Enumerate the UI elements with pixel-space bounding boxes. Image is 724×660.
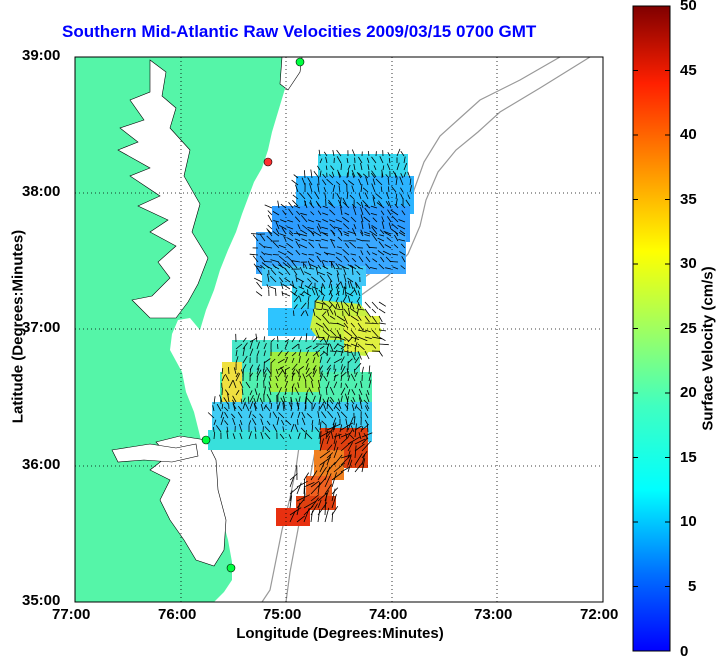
x-tick-label: 74:00 [369, 606, 407, 623]
colorbar-tick-label: 5 [688, 578, 696, 595]
velocity-arrow [256, 434, 257, 439]
y-axis-label: Latitude (Degrees:Minutes) [10, 177, 27, 477]
colorbar-tick-label: 0 [680, 643, 688, 660]
velocity-arrow [264, 336, 265, 342]
y-tick-label: 37:00 [22, 319, 60, 336]
colorbar-label: Surface Velocity (cm/s) [700, 229, 717, 469]
velocity-arrow [257, 383, 258, 388]
velocity-arrow [308, 255, 314, 256]
velocity-arrow [325, 504, 326, 515]
x-tick-label: 73:00 [474, 606, 512, 623]
y-tick-label: 36:00 [22, 456, 60, 473]
colorbar-tick-label: 25 [680, 320, 697, 337]
x-tick-label: 72:00 [580, 606, 618, 623]
colorbar-tick-label: 35 [680, 191, 697, 208]
velocity-arrow [278, 336, 279, 342]
x-tick-label: 76:00 [158, 606, 196, 623]
station-marker [227, 564, 235, 572]
y-tick-label: 39:00 [22, 47, 60, 64]
colorbar-tick-label: 10 [680, 513, 697, 530]
colorbar-tick-label: 40 [680, 126, 697, 143]
velocity-arrow [347, 173, 348, 179]
y-tick-label: 38:00 [22, 183, 60, 200]
velocity-arrow [273, 255, 279, 256]
x-tick-label: 75:00 [263, 606, 301, 623]
velocity-arrow [319, 419, 320, 425]
colorbar-tick-label: 30 [680, 255, 697, 272]
velocity-arrow [330, 351, 337, 352]
station-marker [202, 436, 210, 444]
colorbar-tick-label: 15 [680, 449, 697, 466]
colorbar [633, 6, 670, 651]
velocity-arrow [309, 269, 314, 270]
x-axis-label: Longitude (Degrees:Minutes) [190, 625, 490, 642]
colorbar-tick-label: 20 [680, 384, 697, 401]
station-marker [296, 58, 304, 66]
colorbar-tick-label: 50 [680, 0, 697, 14]
colorbar-tick-label: 45 [680, 62, 697, 79]
x-tick-label: 77:00 [52, 606, 90, 623]
velocity-arrow [264, 369, 265, 377]
velocity-arrow [390, 262, 398, 263]
station-marker [264, 158, 272, 166]
velocity-arrow [319, 177, 320, 185]
velocity-arrow [214, 427, 215, 432]
velocity-arrow [264, 262, 272, 263]
